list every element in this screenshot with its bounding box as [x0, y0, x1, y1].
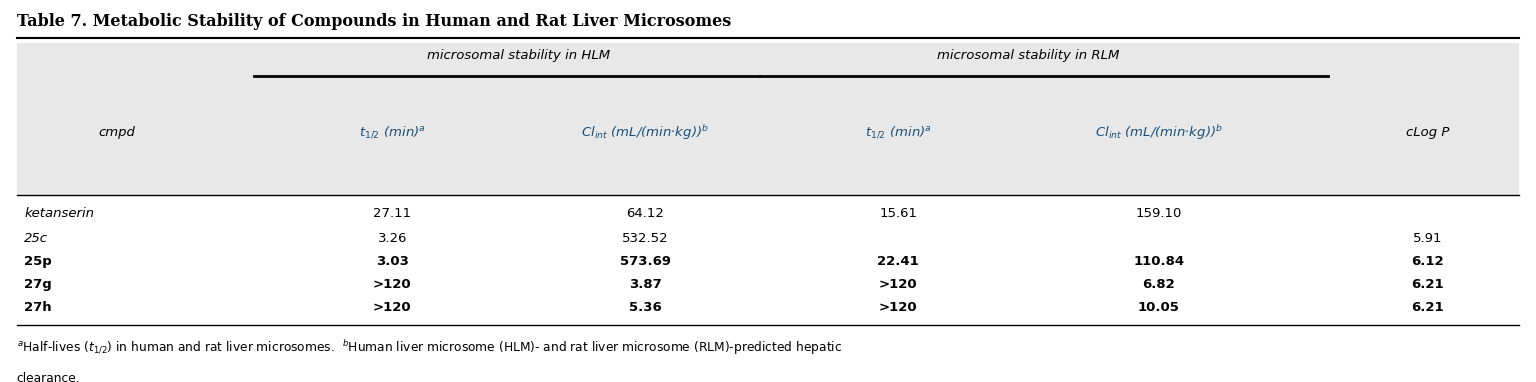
Text: Cl$_{\mathit{int}}$ (mL/(min$\cdot$kg))$^{b}$: Cl$_{\mathit{int}}$ (mL/(min$\cdot$kg))$…	[581, 123, 710, 142]
Text: cmpd: cmpd	[98, 126, 135, 139]
Text: microsomal stability in HLM: microsomal stability in HLM	[427, 50, 610, 63]
Text: 27g: 27g	[25, 278, 52, 291]
Text: 6.21: 6.21	[1412, 301, 1444, 314]
Text: $t_{1/2}$ (min)$^{a}$: $t_{1/2}$ (min)$^{a}$	[865, 124, 932, 140]
Text: 6.21: 6.21	[1412, 278, 1444, 291]
Text: 3.87: 3.87	[628, 278, 662, 291]
Bar	[17, 43, 1519, 195]
Text: clearance.: clearance.	[17, 372, 80, 382]
Text: ketanserin: ketanserin	[25, 207, 94, 220]
Text: >120: >120	[879, 301, 917, 314]
Text: Cl$_{\mathit{int}}$ (mL/(min$\cdot$kg))$^{b}$: Cl$_{\mathit{int}}$ (mL/(min$\cdot$kg))$…	[1095, 123, 1223, 142]
Text: 25c: 25c	[25, 231, 49, 244]
Text: 64.12: 64.12	[627, 207, 664, 220]
Text: 532.52: 532.52	[622, 231, 668, 244]
Text: $t_{1/2}$ (min)$^{a}$: $t_{1/2}$ (min)$^{a}$	[359, 124, 425, 140]
Text: $^{a}$Half-lives ($t_{1/2}$) in human and rat liver microsomes.  $^{b}$Human liv: $^{a}$Half-lives ($t_{1/2}$) in human an…	[17, 339, 842, 357]
Text: 25p: 25p	[25, 255, 52, 268]
Text: 573.69: 573.69	[621, 255, 671, 268]
Text: 159.10: 159.10	[1135, 207, 1183, 220]
Text: 3.03: 3.03	[376, 255, 409, 268]
Text: >120: >120	[879, 278, 917, 291]
Text: 5.91: 5.91	[1413, 231, 1442, 244]
Text: >120: >120	[373, 278, 412, 291]
Text: 5.36: 5.36	[628, 301, 662, 314]
Text: 6.12: 6.12	[1412, 255, 1444, 268]
Text: 27h: 27h	[25, 301, 52, 314]
Text: 6.82: 6.82	[1143, 278, 1175, 291]
Text: microsomal stability in RLM: microsomal stability in RLM	[937, 50, 1120, 63]
Text: 110.84: 110.84	[1134, 255, 1184, 268]
Text: 15.61: 15.61	[879, 207, 917, 220]
Text: Table 7. Metabolic Stability of Compounds in Human and Rat Liver Microsomes: Table 7. Metabolic Stability of Compound…	[17, 13, 731, 30]
Text: 27.11: 27.11	[373, 207, 412, 220]
Text: 10.05: 10.05	[1138, 301, 1180, 314]
Text: 22.41: 22.41	[877, 255, 919, 268]
Text: cLog P: cLog P	[1405, 126, 1448, 139]
Text: >120: >120	[373, 301, 412, 314]
Text: 3.26: 3.26	[378, 231, 407, 244]
